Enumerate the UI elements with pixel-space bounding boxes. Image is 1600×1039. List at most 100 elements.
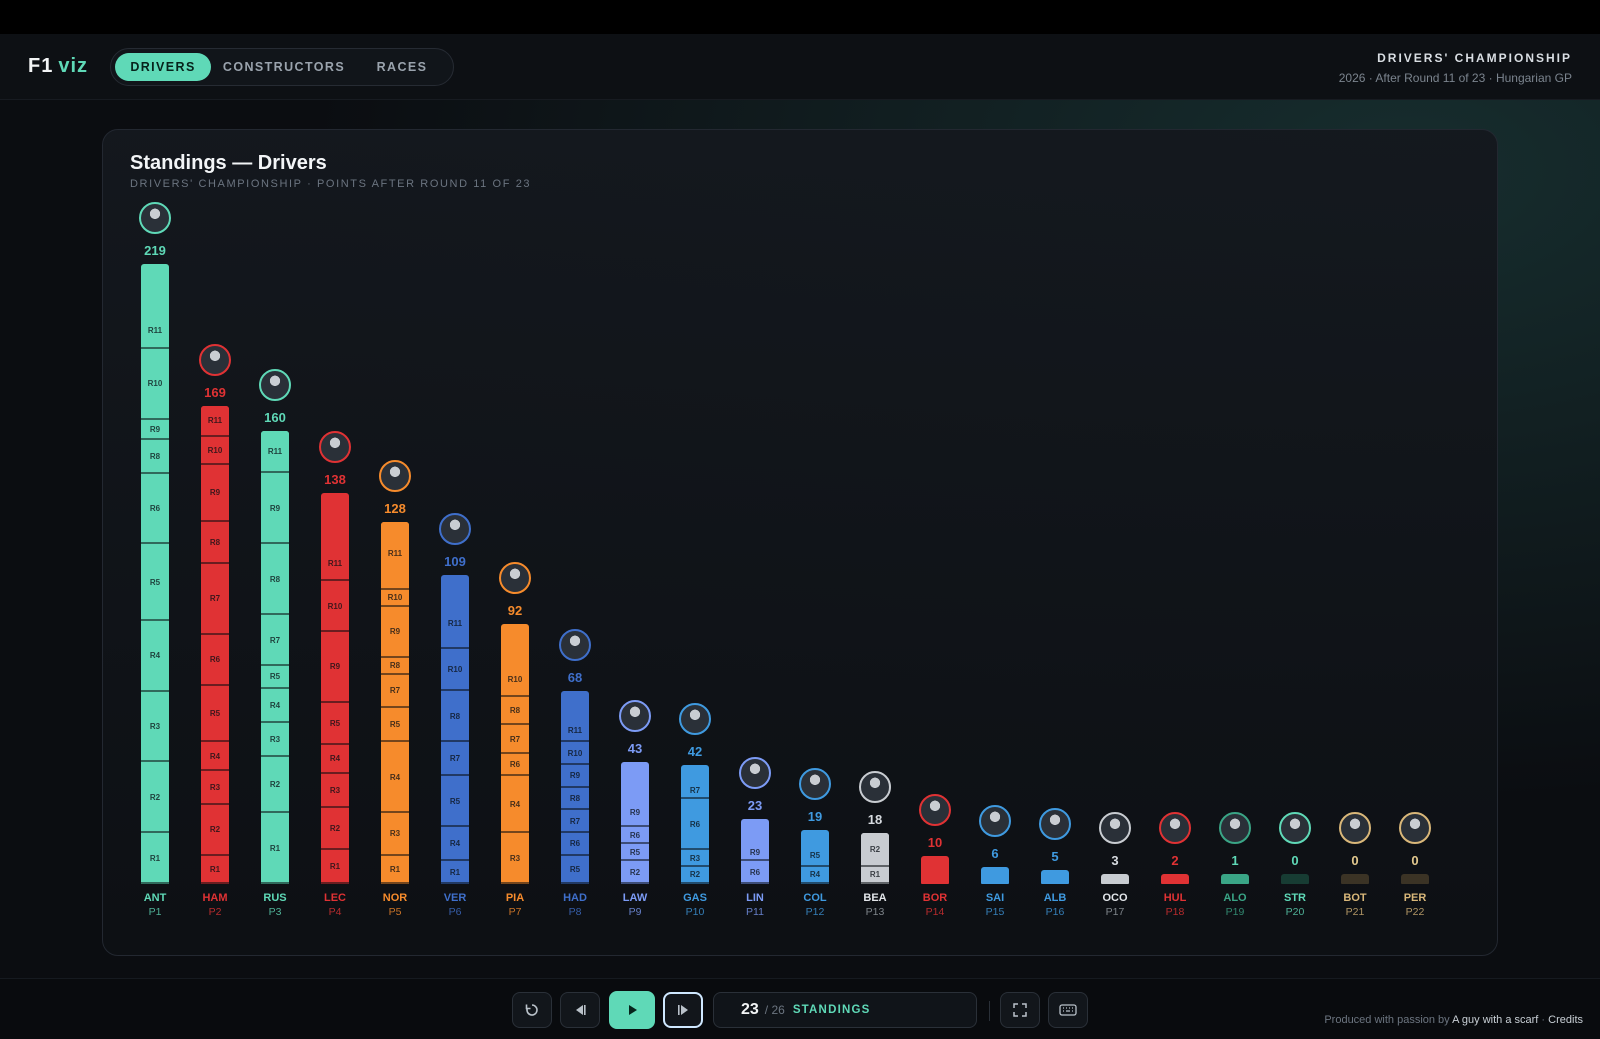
driver-avatar[interactable] xyxy=(1039,807,1071,840)
bar-segment[interactable]: R9 xyxy=(561,765,589,788)
tab-constructors[interactable]: CONSTRUCTORS xyxy=(222,60,346,74)
tab-races[interactable]: RACES xyxy=(376,60,428,74)
bar-segment[interactable]: R5 xyxy=(801,844,829,867)
bar-alb[interactable] xyxy=(1041,869,1069,884)
bar-segment[interactable]: R11 xyxy=(321,547,349,582)
driver-avatar[interactable] xyxy=(1279,812,1311,844)
bar-segment[interactable]: R7 xyxy=(441,742,469,777)
bar-segment[interactable]: R3 xyxy=(141,691,169,763)
bar-segment[interactable]: R8 xyxy=(261,544,289,616)
driver-avatar[interactable] xyxy=(619,700,651,733)
bar-ant[interactable]: R1 R2 R3 R4 R5 R6 R8 R9 R10 R11 xyxy=(141,264,169,884)
bar-lin[interactable]: R6 R9 xyxy=(741,818,769,884)
bar-segment[interactable]: R4 xyxy=(441,827,469,862)
bar-segment[interactable]: R5 xyxy=(201,685,229,743)
bar-segment[interactable]: R10 xyxy=(561,742,589,766)
bar-rus[interactable]: R1 R2 R3 R4 R5 R7 R8 R9 R11 xyxy=(261,431,289,884)
driver-avatar[interactable] xyxy=(799,768,831,801)
bar-segment[interactable]: R7 xyxy=(261,615,289,666)
bar-segment[interactable]: R11 xyxy=(561,719,589,743)
bar-segment[interactable]: R5 xyxy=(321,702,349,746)
bar-segment[interactable]: R1 xyxy=(861,867,889,884)
bar-segment[interactable]: R9 xyxy=(141,419,169,440)
bar-segment[interactable]: R11 xyxy=(141,312,169,349)
bar-segment[interactable]: R6 xyxy=(681,799,709,851)
bar-segment[interactable]: R5 xyxy=(441,776,469,828)
bar-segment[interactable]: R3 xyxy=(201,770,229,805)
driver-avatar[interactable] xyxy=(979,805,1011,837)
bar-had[interactable]: R5 R6 R7 R8 R9 R10 R11 xyxy=(561,691,589,884)
bar-segment[interactable]: R10 xyxy=(321,581,349,633)
bar-segment[interactable]: R2 xyxy=(141,762,169,834)
bar-segment[interactable]: R4 xyxy=(261,688,289,723)
bar-oco[interactable] xyxy=(1101,874,1129,884)
bar-segment[interactable]: R2 xyxy=(621,861,649,884)
bar-segment[interactable]: R7 xyxy=(381,674,409,709)
bar-segment[interactable]: R5 xyxy=(261,666,289,689)
bar-segment[interactable]: R8 xyxy=(441,691,469,743)
driver-avatar[interactable] xyxy=(319,431,351,464)
bar-segment[interactable]: R8 xyxy=(501,697,529,726)
bar-ver[interactable]: R1 R4 R5 R7 R8 R10 R11 xyxy=(441,575,469,884)
driver-avatar[interactable] xyxy=(739,756,771,789)
tab-drivers[interactable]: DRIVERS xyxy=(115,53,211,81)
bar-segment[interactable]: R2 xyxy=(861,833,889,867)
bar-segment[interactable]: R10 xyxy=(441,649,469,692)
bar-segment[interactable]: R4 xyxy=(321,745,349,774)
bar-segment[interactable]: R4 xyxy=(501,776,529,834)
app-logo[interactable]: F1 viz xyxy=(28,55,88,78)
bar-segment[interactable]: R4 xyxy=(801,867,829,884)
bar-segment[interactable]: R7 xyxy=(681,782,709,800)
bar-segment[interactable]: R5 xyxy=(381,708,409,743)
bar-segment[interactable]: R11 xyxy=(441,598,469,650)
driver-avatar[interactable] xyxy=(1099,812,1131,844)
bar-segment[interactable]: R4 xyxy=(201,742,229,771)
bar-segment[interactable]: R4 xyxy=(381,742,409,814)
fullscreen-button[interactable] xyxy=(1000,992,1040,1028)
bar-hul[interactable] xyxy=(1161,874,1189,884)
bar-segment[interactable]: R9 xyxy=(321,632,349,703)
bar-pia[interactable]: R3 R4 R6 R7 R8 R10 xyxy=(501,623,529,884)
bar-segment[interactable]: R6 xyxy=(141,473,169,545)
play-button[interactable] xyxy=(609,991,655,1029)
bar-segment[interactable]: R9 xyxy=(621,799,649,828)
bar-segment[interactable]: R11 xyxy=(261,431,289,474)
bar-segment[interactable]: R1 xyxy=(141,833,169,884)
restart-button[interactable] xyxy=(512,992,552,1028)
bar-col[interactable]: R4 R5 xyxy=(801,830,829,884)
driver-avatar[interactable] xyxy=(1159,812,1191,844)
driver-avatar[interactable] xyxy=(139,202,171,234)
credits-author[interactable]: A guy with a scarf xyxy=(1452,1014,1539,1026)
bar-segment[interactable]: R8 xyxy=(561,787,589,811)
bar-segment[interactable]: R10 xyxy=(201,436,229,465)
bar-segment[interactable]: R6 xyxy=(621,827,649,845)
step-back-button[interactable] xyxy=(560,992,600,1028)
driver-avatar[interactable] xyxy=(199,343,231,376)
bar-segment[interactable]: R6 xyxy=(201,634,229,686)
bar-segment[interactable]: R1 xyxy=(261,813,289,884)
bar-segment[interactable]: R3 xyxy=(501,833,529,884)
driver-avatar[interactable] xyxy=(919,793,951,826)
bar-segment[interactable]: R1 xyxy=(441,861,469,884)
bar-segment[interactable]: R10 xyxy=(381,589,409,607)
bar-segment[interactable]: R9 xyxy=(381,606,409,658)
bar-segment[interactable]: R1 xyxy=(381,855,409,884)
driver-avatar[interactable] xyxy=(439,513,471,546)
bar-sai[interactable] xyxy=(981,867,1009,884)
driver-avatar[interactable] xyxy=(499,561,531,594)
bar-segment[interactable]: R10 xyxy=(501,663,529,698)
bar-segment[interactable]: R3 xyxy=(261,722,289,757)
bar-ham[interactable]: R1 R2 R3 R4 R5 R6 R7 R8 R9 R10 R11 xyxy=(201,405,229,884)
bar-segment[interactable]: R3 xyxy=(381,813,409,856)
driver-avatar[interactable] xyxy=(679,703,711,736)
bar-law[interactable]: R2 R5 R6 R9 xyxy=(621,762,649,884)
bar-alo[interactable] xyxy=(1221,874,1249,884)
round-counter[interactable]: 23 / 26 STANDINGS xyxy=(713,992,977,1028)
bar-gas[interactable]: R2 R3 R6 R7 xyxy=(681,765,709,884)
bar-segment[interactable]: R2 xyxy=(321,807,349,851)
bar-nor[interactable]: R1 R3 R4 R5 R7 R8 R9 R10 R11 xyxy=(381,521,409,884)
bar-segment[interactable]: R9 xyxy=(201,465,229,522)
bar-segment[interactable]: R9 xyxy=(741,844,769,862)
bar-segment[interactable]: R11 xyxy=(201,405,229,437)
bar-segment[interactable]: R1 xyxy=(201,855,229,884)
